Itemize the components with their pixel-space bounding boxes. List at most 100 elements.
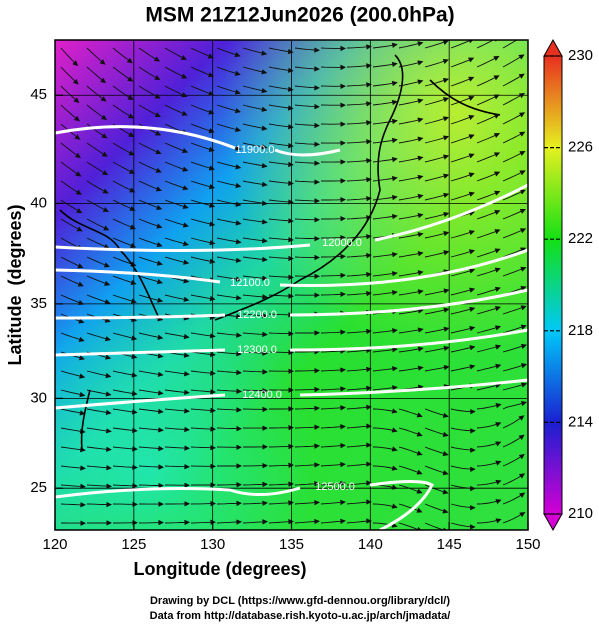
stream-arrow [157,390,164,396]
stream-arrow [417,41,424,47]
contour-labels: 11900.0 12000.0 12100.0 12200.0 12300.0 12400… [230,144,362,493]
stream-arrow [184,482,191,488]
stream-arrow [261,125,268,131]
stream-arrow [234,70,241,76]
stream-arrow [183,259,190,265]
stream-arrow [366,480,372,486]
stream-arrow [468,76,475,82]
stream-arrow [181,55,188,60]
stream-arrow [417,98,424,104]
stream-arrow [340,45,347,52]
stream-arrow [158,519,165,526]
stream-arrow [183,352,190,358]
stream-arrow [106,501,113,508]
stream-arrow [236,332,242,338]
stream-arrow [340,159,347,165]
stream-arrow [443,154,450,160]
colorbar-tick-label: 226 [568,139,593,156]
stream-arrow [314,141,321,147]
stream-arrow [262,275,268,281]
stream-arrow [391,42,398,48]
stream-arrow [209,184,215,190]
stream-arrow [366,158,372,164]
stream-arrow [314,122,320,129]
stream-arrow [519,189,526,195]
stream-arrow [314,462,321,468]
stream-arrow [182,166,189,172]
stream-arrow [287,124,294,130]
stream-arrow [417,212,424,219]
stream-arrow [157,334,164,340]
stream-arrow [442,470,449,476]
stream-arrow [340,367,347,373]
stream-arrow [105,354,112,360]
stream-arrow [287,105,294,111]
stream-arrow [469,524,476,530]
stream-arrow [262,425,269,431]
stream-arrow [105,446,112,452]
stream-arrow [495,306,501,312]
footer-line: Data from http://database.rish.kyoto-u.a… [150,610,451,622]
stream-arrow [261,163,268,169]
stream-arrow [469,505,476,511]
y-tick-label: 25 [30,479,47,496]
stream-arrow [76,208,83,214]
stream-arrow [391,446,398,452]
stream-arrow [132,446,138,452]
stream-arrow [518,54,525,60]
stream-arrow [314,481,321,487]
stream-arrow [314,104,320,110]
stream-arrow [262,256,268,263]
stream-arrow [417,193,424,199]
stream-arrow [443,135,450,141]
stream-arrow [287,49,294,55]
x-tick-label: 125 [121,536,146,553]
stream-arrow [443,364,450,371]
stream-arrow [288,180,294,186]
contour-label: 12500.0 [315,481,355,493]
stream-arrow [156,205,163,210]
stream-arrow [519,170,526,176]
contour-line [55,288,528,320]
stream-arrow [156,186,162,192]
stream-arrow [132,483,139,489]
stream-arrow [366,404,372,410]
stream-arrow [235,257,242,263]
stream-arrow [469,326,476,332]
x-tick-label: 140 [358,536,383,553]
stream-arrow [495,518,502,524]
stream-arrow [129,169,136,174]
stream-arrow [520,266,527,272]
y-tick-label: 30 [30,389,47,406]
stream-arrow [288,331,295,337]
stream-arrow [288,481,295,487]
stream-arrow [340,386,347,392]
contour-line [55,378,528,410]
stream-arrow [262,350,269,356]
stream-arrow [443,326,450,332]
stream-arrow [495,499,502,505]
stream-arrow [314,273,321,279]
stream-arrow [235,295,242,301]
stream-arrow [391,175,398,182]
stream-arrow [391,385,398,391]
contour-line [55,248,528,288]
stream-arrow [366,196,372,202]
stream-arrow [366,328,372,334]
x-tick-label: 130 [200,536,225,553]
stream-arrow [131,390,138,397]
coastline [214,54,404,321]
y-tick-label: 40 [30,194,47,211]
stream-arrow [391,271,398,277]
stream-arrow [366,63,372,69]
stream-arrow [235,313,242,320]
stream-arrow [262,388,269,394]
stream-arrow [154,75,161,80]
stream-arrow [262,444,269,450]
stream-arrow [340,461,346,468]
streamlines [60,40,528,530]
stream-arrow [521,363,528,369]
stream-arrow [261,238,268,244]
stream-arrow [262,519,269,525]
stream-arrow [73,79,79,85]
